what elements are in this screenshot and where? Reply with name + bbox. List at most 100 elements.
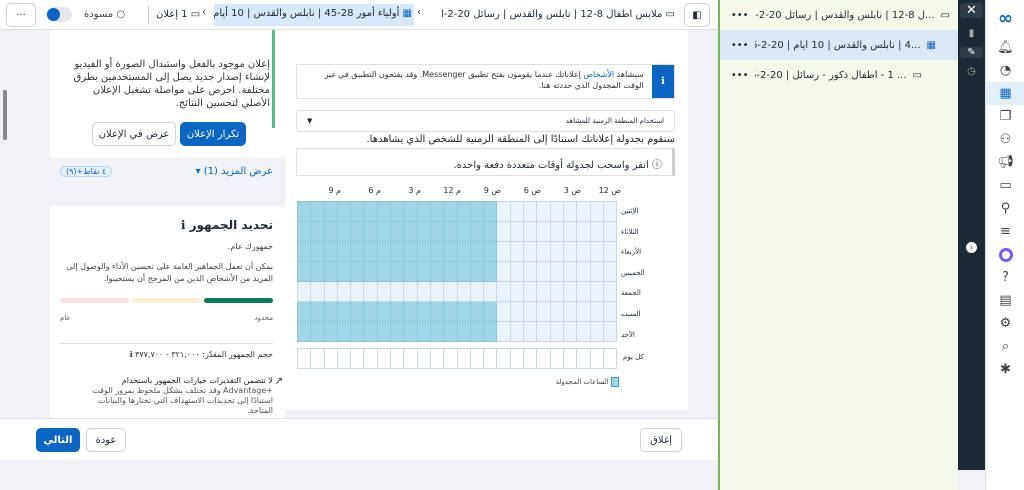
hour-cell[interactable] [310,281,325,302]
hour-cell[interactable] [390,301,405,322]
hour-cell[interactable] [469,261,485,282]
hour-cell[interactable] [509,301,525,322]
hour-cell[interactable] [496,221,511,242]
hour-cell[interactable] [296,221,312,242]
duplicate-ad-button[interactable]: تكرار الإعلان [180,122,246,146]
chart-icon[interactable]: ▮ [968,28,975,39]
hour-cell[interactable] [296,201,312,222]
hour-cell[interactable] [536,221,551,242]
hour-cell[interactable] [323,261,338,282]
hour-cell[interactable] [549,261,564,282]
hour-cell[interactable] [523,301,538,322]
hour-cell[interactable] [536,201,551,222]
hour-cell[interactable] [310,301,325,322]
tree-item-campaign[interactable]: ▭ ...ل 8-12 | نابلس والقدس | رسائل 20-2-2… [720,0,958,30]
hour-cell[interactable] [429,241,445,262]
hour-cell[interactable] [323,281,338,302]
meta-logo-icon[interactable]: ∞ [998,7,1013,29]
hour-cell[interactable] [536,261,551,282]
day-row[interactable] [296,281,618,302]
hour-cell[interactable] [390,261,405,282]
publish-toggle[interactable] [46,7,72,22]
hour-cell[interactable] [536,321,551,342]
hour-cell[interactable] [336,221,352,242]
people-link[interactable]: الأشخاص [583,70,615,79]
hour-cell[interactable] [350,201,365,222]
day-row[interactable] [296,301,618,322]
every-day-cell[interactable] [469,348,485,369]
hour-cell[interactable] [323,321,338,342]
hour-cell[interactable] [336,301,352,322]
hour-cell[interactable] [456,281,471,302]
hour-cell[interactable] [376,321,392,342]
hour-cell[interactable] [443,201,458,222]
hour-cell[interactable] [549,241,564,262]
every-day-cell[interactable] [562,348,578,369]
more-icon[interactable]: ••• [730,9,749,21]
hour-cell[interactable] [589,221,604,242]
breadcrumb-campaign[interactable]: ▭ ملابس أطفال 8-12 | نابلس والقدس | رسائ… [430,9,675,20]
hour-cell[interactable] [469,321,485,342]
every-day-cell[interactable] [536,348,551,369]
hour-cell[interactable] [296,321,312,342]
schedule-grid[interactable] [296,201,618,342]
hour-cell[interactable] [443,301,458,322]
hour-cell[interactable] [416,281,431,302]
hour-cell[interactable] [483,221,498,242]
show-more-link[interactable]: عرض المزيد (1) ▾ [195,166,273,177]
more-icon[interactable]: ••• [730,69,749,81]
more-icon[interactable]: ••• [730,39,749,51]
hour-cell[interactable] [549,281,564,302]
hour-cell[interactable] [296,301,312,322]
hour-cell[interactable] [443,261,458,282]
network-icon[interactable]: ⚲ [1000,201,1011,216]
hour-cell[interactable] [323,301,338,322]
hour-cell[interactable] [310,201,325,222]
hour-cell[interactable] [456,301,471,322]
hour-cell[interactable] [589,261,604,282]
bug-icon[interactable]: ✱ [1000,362,1011,377]
hour-cell[interactable] [429,281,445,302]
hour-cell[interactable] [403,261,418,282]
hour-cell[interactable] [602,281,618,302]
hour-cell[interactable] [576,221,591,242]
every-day-cell[interactable] [602,348,618,369]
hour-cell[interactable] [350,261,365,282]
hour-cell[interactable] [536,281,551,302]
scrollbar[interactable] [3,90,7,140]
hour-cell[interactable] [390,281,405,302]
next-button[interactable]: التالي [36,428,80,452]
hour-cell[interactable] [602,261,618,282]
hour-cell[interactable] [589,281,604,302]
hour-cell[interactable] [562,301,578,322]
hour-cell[interactable] [602,241,618,262]
hour-cell[interactable] [363,241,378,262]
pages-icon[interactable]: ❐ [999,109,1012,124]
hour-cell[interactable] [336,201,352,222]
every-day-cell[interactable] [523,348,538,369]
hour-cell[interactable] [523,261,538,282]
hour-cell[interactable] [549,321,564,342]
every-day-cell[interactable] [416,348,431,369]
back-button[interactable]: عودة [86,428,126,452]
every-day-row[interactable] [296,348,618,369]
hour-cell[interactable] [602,321,618,342]
every-day-cell[interactable] [310,348,325,369]
hour-cell[interactable] [589,201,604,222]
toggle-panel-button[interactable]: ◧ [684,3,710,27]
hour-cell[interactable] [496,261,511,282]
hour-cell[interactable] [602,301,618,322]
view-in-ad-button[interactable]: عرض في الإعلان [92,122,176,146]
hour-cell[interactable] [336,321,352,342]
hour-cell[interactable] [456,241,471,262]
every-day-cell[interactable] [576,348,591,369]
hour-cell[interactable] [602,201,618,222]
hour-cell[interactable] [456,221,471,242]
close-button[interactable]: إغلاق [640,428,682,452]
hour-cell[interactable] [576,261,591,282]
every-day-cell[interactable] [376,348,392,369]
hour-cell[interactable] [403,201,418,222]
hour-cell[interactable] [336,241,352,262]
hour-cell[interactable] [469,221,485,242]
hour-cell[interactable] [536,241,551,262]
